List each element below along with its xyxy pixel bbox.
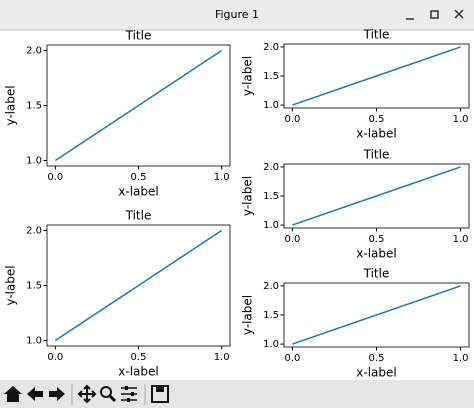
chart-title: Title <box>363 148 390 162</box>
y-tick-label: 1.0 <box>263 100 279 111</box>
y-tick-label: 1.5 <box>263 191 279 202</box>
y-axis-label: y-label <box>241 176 255 216</box>
x-tick-label: 0.5 <box>369 353 385 364</box>
line <box>54 49 223 162</box>
configure-button[interactable] <box>121 386 137 402</box>
y-axis-label: y-label <box>4 265 18 305</box>
y-tick-label: 2.0 <box>26 226 42 237</box>
x-tick-label: 1.0 <box>214 352 230 363</box>
plot-frame <box>283 282 470 348</box>
x-tick-label: 0.0 <box>284 353 300 364</box>
plot-frame <box>283 163 470 229</box>
line <box>54 229 223 342</box>
y-tick-label: 1.5 <box>263 71 279 82</box>
plot-frame <box>46 44 231 167</box>
back-button[interactable] <box>27 387 43 401</box>
x-axis-label: x-label <box>356 366 396 380</box>
y-tick-label: 1.5 <box>263 310 279 321</box>
home-button[interactable] <box>4 386 22 402</box>
line <box>292 285 461 345</box>
y-axis-label: y-label <box>4 85 18 125</box>
x-axis-label: x-label <box>356 127 396 141</box>
y-tick-label: 1.0 <box>26 156 42 167</box>
y-tick-label: 2.0 <box>26 46 42 57</box>
plot-frame <box>46 224 231 347</box>
x-tick-label: 0.0 <box>284 234 300 245</box>
y-tick-label: 1.0 <box>263 339 279 350</box>
x-axis-label: x-label <box>118 185 158 199</box>
save-button[interactable] <box>151 385 169 403</box>
chart-title: Title <box>125 209 152 223</box>
y-tick-label: 1.5 <box>26 101 42 112</box>
y-tick-label: 2.0 <box>263 281 279 292</box>
window-title: Figure 1 <box>215 8 259 21</box>
x-tick-label: 0.0 <box>47 352 63 363</box>
x-tick-label: 1.0 <box>453 114 469 125</box>
zoom-button[interactable] <box>100 386 117 403</box>
y-axis-label: y-label <box>241 295 255 335</box>
y-tick-label: 2.0 <box>263 162 279 173</box>
x-tick-label: 0.5 <box>369 234 385 245</box>
x-axis-label: x-label <box>356 247 396 261</box>
chart-title: Title <box>363 267 390 281</box>
forward-button[interactable] <box>49 387 65 401</box>
y-tick-label: 1.0 <box>263 220 279 231</box>
x-tick-label: 1.0 <box>453 234 469 245</box>
x-tick-label: 1.0 <box>453 353 469 364</box>
line <box>292 166 461 226</box>
maximize-button[interactable] <box>430 10 439 19</box>
line <box>292 46 461 106</box>
x-tick-label: 0.0 <box>47 172 63 183</box>
x-tick-label: 0.5 <box>131 352 147 363</box>
x-axis-label: x-label <box>118 365 158 379</box>
toolbar <box>0 380 474 408</box>
close-button[interactable] <box>454 9 464 19</box>
y-tick-label: 2.0 <box>263 42 279 53</box>
x-tick-label: 0.0 <box>284 114 300 125</box>
y-tick-label: 1.5 <box>26 281 42 292</box>
y-axis-label: y-label <box>241 56 255 96</box>
title-bar <box>0 0 474 30</box>
y-tick-label: 1.0 <box>26 336 42 347</box>
x-tick-label: 0.5 <box>369 114 385 125</box>
x-tick-label: 1.0 <box>214 172 230 183</box>
pan-button[interactable] <box>77 384 97 404</box>
chart-title: Title <box>125 29 152 43</box>
plot-frame <box>283 43 470 109</box>
x-tick-label: 0.5 <box>131 172 147 183</box>
chart-title: Title <box>363 28 390 42</box>
